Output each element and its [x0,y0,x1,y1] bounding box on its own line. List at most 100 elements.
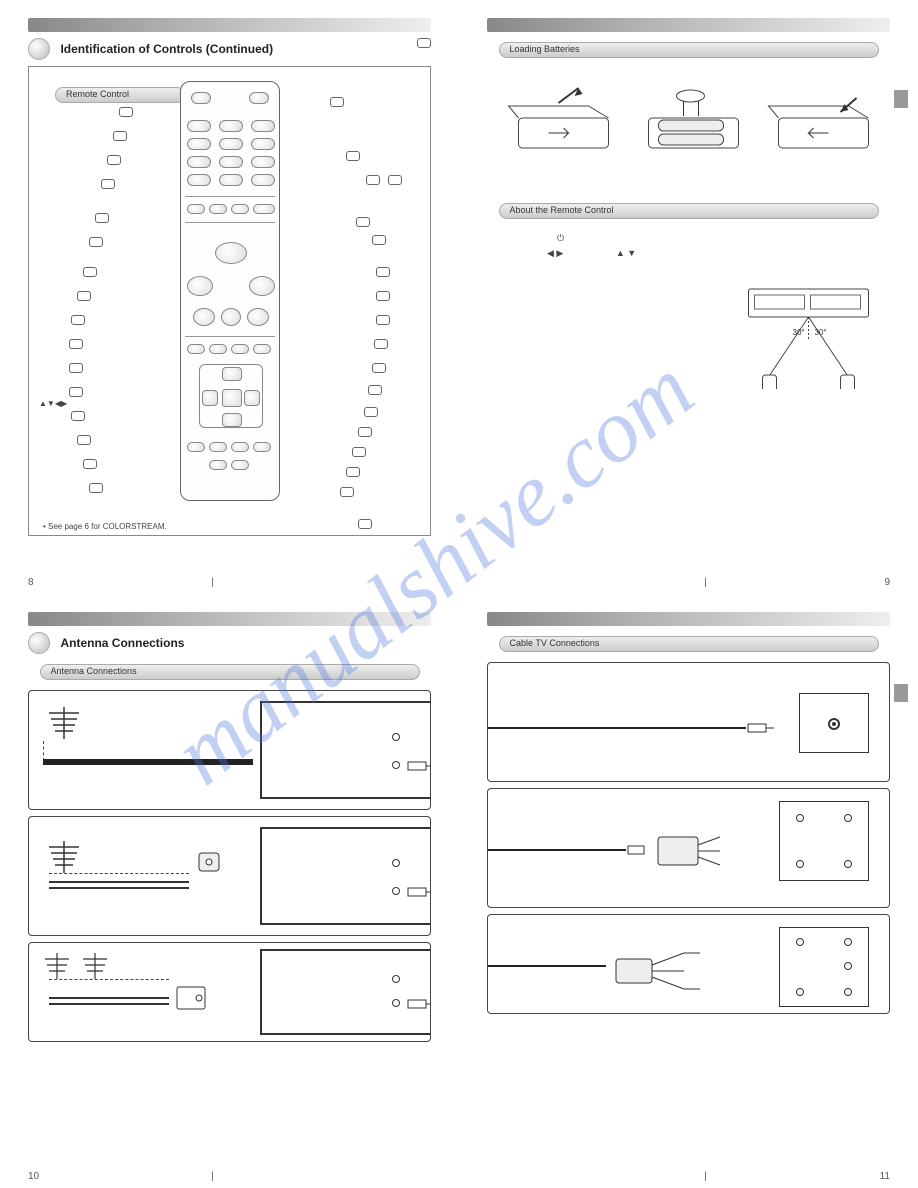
cable-drop [43,741,44,761]
callout-17 [330,97,344,107]
wall-plate [799,693,869,753]
battery-diagram [487,68,890,158]
callout-11 [69,363,83,373]
dpad-right [244,390,260,406]
rf-out-jack-icon [392,887,400,895]
section-title-pill: Loading Batteries [499,42,879,58]
remote-sep-3 [185,336,275,337]
twin-lead-2b [49,887,189,889]
num-5 [219,138,243,150]
callout-2 [113,131,127,141]
arrow-row: ◀ ▶ ▲ ▼ [487,248,890,259]
vcr-rear-panel [260,701,430,799]
bot-btn-3 [231,442,249,452]
callout-32 [340,487,354,497]
footnote: • See page 6 for COLORSTREAM. [43,522,167,531]
bot-btn-1 [187,442,205,452]
remote-power-btn [249,92,269,104]
num-7 [187,156,211,168]
callout-19 [366,175,380,185]
callout-6 [89,237,103,247]
play-btn [215,242,247,264]
page-number: 8 [28,577,34,588]
side-tab-icon [894,684,908,702]
term-4-icon [796,988,804,996]
header-strip [487,18,890,32]
page-number-dup: | [704,1171,707,1182]
rew-btn [187,276,213,296]
page-title: Identification of Controls (Continued) [60,42,273,56]
antenna-box-1 [28,690,431,810]
term-1-icon [796,814,804,822]
bot-btn-4 [253,442,271,452]
header-strip [28,612,431,626]
plug-icon [626,843,652,857]
antenna-box-3 [28,942,431,1042]
plug-icon [406,997,431,1011]
uhf-antenna-icon [75,949,115,981]
page-number-dup: | [211,1171,214,1182]
dpad-enter [222,389,242,407]
remote-control-panel: Remote Control ▲▼◀▶ [28,66,431,536]
page-top-left: Identification of Controls (Continued) R… [0,0,459,594]
plug-icon [406,759,431,773]
twin-lead-1 [49,873,189,874]
coax-cable [43,759,253,765]
callout-21 [372,235,386,245]
rf-out-jack-icon [392,999,400,1007]
splitter-switch-icon [612,945,702,995]
f-connector-icon [828,718,840,730]
page-number-dup: | [211,577,214,588]
dpad-down [222,413,242,427]
section-title-pill: Antenna Connections [40,664,420,680]
callout-12 [69,387,83,397]
plug-icon [746,721,776,735]
page-title: Antenna Connections [60,636,184,650]
callout-19b [388,175,402,185]
callout-14 [77,435,91,445]
callout-31 [346,467,360,477]
svg-text:30°: 30° [815,328,827,337]
tv-terminal-panel [779,801,869,881]
cable-box-3 [487,914,890,1014]
callout-25 [374,339,388,349]
callout-3 [107,155,121,165]
power-icon: ⏻ [557,233,564,243]
rec-btn [193,308,215,326]
rf-out-jack-icon [392,761,400,769]
dpad-up [222,367,242,381]
callout-18 [346,151,360,161]
callout-27 [368,385,382,395]
cable-converter-icon [654,827,724,877]
twin-lead-2a [49,881,189,883]
vcr-rear-panel [260,827,430,925]
combiner-icon [175,983,211,1013]
page-bottom-right: Cable TV Connections [459,594,918,1188]
callout-10 [69,339,83,349]
callout-7 [83,267,97,277]
header-strip [487,612,890,626]
rf-in-jack-icon [392,859,400,867]
arrows-lr: ◀ ▶ [547,248,563,258]
cable-box-1 [487,662,890,782]
dpad-frame [199,364,263,428]
page-number: 9 [884,577,890,588]
term-3-icon [796,860,804,868]
side-tab-icon [894,90,908,108]
callout-15 [83,459,97,469]
term-4-icon [844,860,852,868]
term-3-icon [844,962,852,970]
remote-body [180,81,280,501]
cable-box-2 [487,788,890,908]
lo-btn-1 [187,344,205,354]
plug-icon [406,885,431,899]
arrows-ud: ▲ ▼ [616,248,636,258]
num-6 [251,138,275,150]
lead-b1 [49,997,169,999]
callout-8 [77,291,91,301]
header-strip [28,18,431,32]
svg-text:30°: 30° [793,328,805,337]
dpad-left [202,390,218,406]
callout-30 [352,447,366,457]
vhf-antenna-icon [37,949,77,981]
